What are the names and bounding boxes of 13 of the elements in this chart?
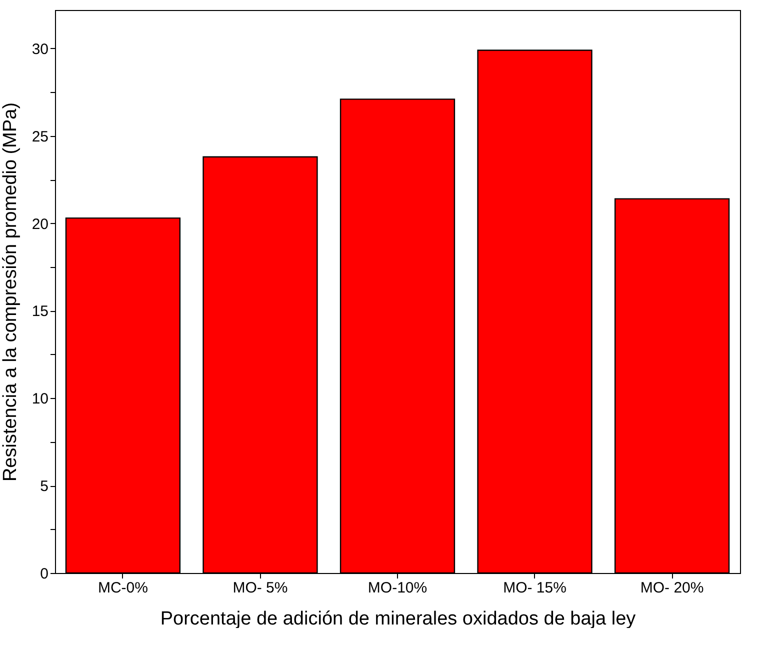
x-tick-label: MO-10% [368, 580, 428, 596]
x-tick-label: MO- 20% [640, 580, 704, 596]
y-tick-label: 10 [32, 390, 48, 408]
x-tick-label: MO- 15% [503, 580, 566, 596]
y-tick-label: 20 [32, 216, 48, 233]
y-tick-label: 30 [32, 40, 48, 58]
y-tick-label: 25 [32, 128, 48, 146]
y-tick-label: 5 [40, 478, 48, 496]
y-tick-label: 0 [40, 566, 48, 582]
x-tick-label: MC-0% [98, 580, 148, 596]
x-tick-label: MO- 5% [232, 580, 288, 596]
y-tick-label: 15 [32, 303, 48, 320]
y-axis-title: Resistencia a la compresión promedio (MPa) [0, 102, 21, 482]
